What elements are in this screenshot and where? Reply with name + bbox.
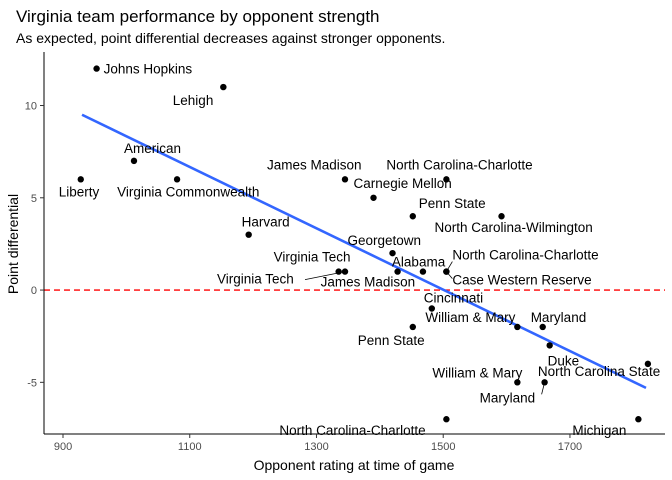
data-point <box>635 416 642 423</box>
point-label: North Carolina-Wilmington <box>435 220 593 235</box>
point-label: Duke <box>548 353 580 368</box>
data-point <box>341 176 349 183</box>
point-label: William & Mary <box>425 310 515 325</box>
point-label: William & Mary <box>432 365 522 380</box>
point-label: Virginia Commonwealth <box>117 184 259 199</box>
y-axis-title: Point differential <box>5 194 21 294</box>
x-tick-label: 1700 <box>558 441 582 453</box>
plot-area: Johns Hopkins Lehigh American Liberty Virgin… <box>44 62 665 438</box>
x-tick-label: 1300 <box>304 441 328 453</box>
data-point <box>514 323 521 331</box>
data-point <box>644 360 652 368</box>
point-label: James Madison <box>267 157 362 172</box>
data-point <box>245 231 252 238</box>
data-point <box>428 305 436 312</box>
point-label: Carnegie Mellon <box>354 176 452 191</box>
point-label: Alabama <box>392 255 446 270</box>
data-point <box>419 268 427 275</box>
point-label: Virginia Tech <box>217 272 294 287</box>
data-point <box>77 176 84 183</box>
point-label: Penn State <box>358 333 425 348</box>
point-label: Virginia Tech <box>274 250 351 265</box>
point-label: Case Western Reserve <box>452 273 591 288</box>
point-label: Johns Hopkins <box>104 62 193 77</box>
point-label: Lehigh <box>173 93 214 108</box>
data-point <box>370 194 377 201</box>
label-leader-line <box>446 271 453 279</box>
data-point <box>409 323 416 331</box>
point-label: Maryland <box>531 310 587 325</box>
data-point <box>409 213 416 220</box>
point-label: James Madison <box>321 275 416 290</box>
x-tick-label: 1100 <box>178 441 202 453</box>
chart-title: Virginia team performance by opponent st… <box>16 7 380 26</box>
data-point <box>130 157 138 165</box>
x-axis-title: Opponent rating at time of game <box>254 457 455 473</box>
axes: 900 1100 1300 1500 1700 -5 0 5 10 <box>25 52 665 453</box>
data-point <box>443 416 450 423</box>
point-label: North Carolina-Charlotte <box>386 157 532 172</box>
point-label: Cincinnati <box>424 291 483 306</box>
y-tick-label: -5 <box>27 377 37 389</box>
data-point <box>93 65 100 72</box>
point-label: American <box>124 141 181 156</box>
point-label: Michigan <box>572 423 626 438</box>
point-label: Liberty <box>59 184 100 199</box>
x-tick-label: 900 <box>54 441 72 453</box>
y-tick-label: 10 <box>25 101 37 113</box>
point-label: North Carolina-Charlotte <box>452 248 598 263</box>
point-label: North Carolina State <box>538 364 660 379</box>
label-leader-line <box>304 271 346 280</box>
point-label: Georgetown <box>348 233 422 248</box>
y-tick-label: 0 <box>31 285 37 297</box>
point-label: Penn State <box>419 196 486 211</box>
data-point <box>389 249 396 257</box>
y-tick-label: 5 <box>31 193 37 205</box>
point-label: Maryland <box>480 390 536 405</box>
data-point <box>539 323 546 331</box>
data-point <box>443 176 450 183</box>
data-point <box>514 379 521 386</box>
label-leader-line <box>541 382 545 395</box>
data-point <box>546 342 553 349</box>
point-label: Harvard <box>242 215 290 230</box>
data-point <box>394 268 401 275</box>
data-point <box>220 83 227 91</box>
x-tick-label: 1500 <box>431 441 455 453</box>
data-point <box>498 213 505 220</box>
data-point <box>173 176 181 183</box>
point-label: North Carolina-Charlotte <box>279 423 425 438</box>
chart-subtitle: As expected, point differential decrease… <box>16 30 445 46</box>
trend-line <box>81 113 647 390</box>
